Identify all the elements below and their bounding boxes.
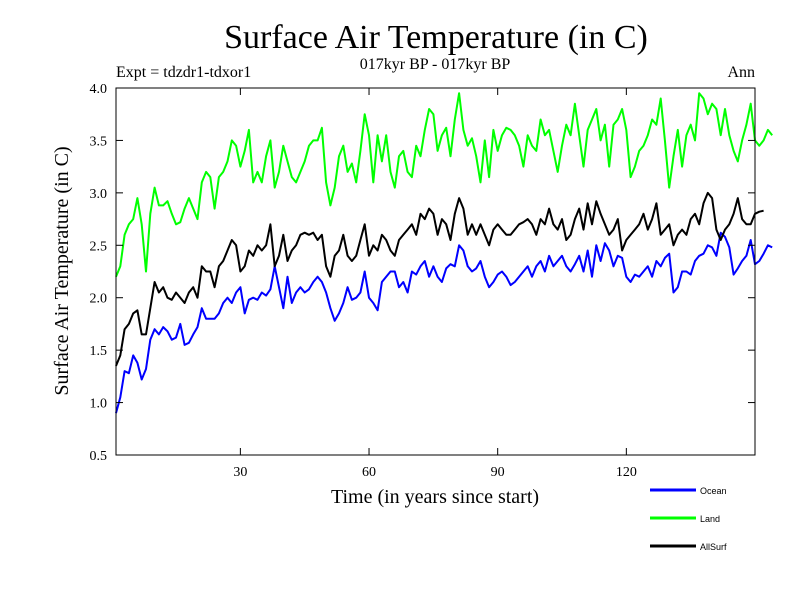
season-label: Ann: [727, 64, 755, 81]
legend-label-ocean: Ocean: [700, 486, 727, 496]
y-tick-label: 4.0: [90, 82, 108, 97]
y-tick-label: 2.0: [90, 292, 108, 307]
y-tick-label: 3.5: [90, 134, 108, 149]
y-tick-label: 1.0: [90, 397, 108, 412]
series-line-land: [115, 92, 773, 278]
plot-frame: [115, 87, 756, 456]
y-axis-label: Surface Air Temperature (in C): [51, 146, 73, 395]
x-axis-label: Time (in years since start): [331, 486, 539, 508]
legend: Ocean Land AllSurf: [650, 486, 727, 552]
experiment-label: Expt = tdzdr1-tdxor1: [116, 64, 251, 81]
chart-subtitle: 017kyr BP - 017kyr BP: [360, 56, 511, 73]
x-tick-label: 90: [491, 465, 505, 480]
x-tick-label: 60: [362, 465, 376, 480]
series-line-allsurf: [115, 191, 764, 367]
y-tick-label: 1.5: [90, 344, 108, 359]
chart-title: Surface Air Temperature (in C): [224, 19, 648, 56]
y-tick-label: 0.5: [90, 449, 108, 464]
series-layer: [115, 92, 773, 414]
ticks-layer: 30 60 90 120 0.5 1.0 1.5 2.0 2.5 3.0 3.5 4.0: [90, 82, 755, 480]
series-line-ocean: [115, 231, 773, 414]
legend-label-land: Land: [700, 514, 720, 524]
legend-label-allsurf: AllSurf: [700, 542, 727, 552]
x-tick-label: 120: [616, 465, 637, 480]
x-tick-label: 30: [233, 465, 247, 480]
y-tick-label: 3.0: [90, 187, 108, 202]
y-tick-label: 2.5: [90, 239, 108, 254]
